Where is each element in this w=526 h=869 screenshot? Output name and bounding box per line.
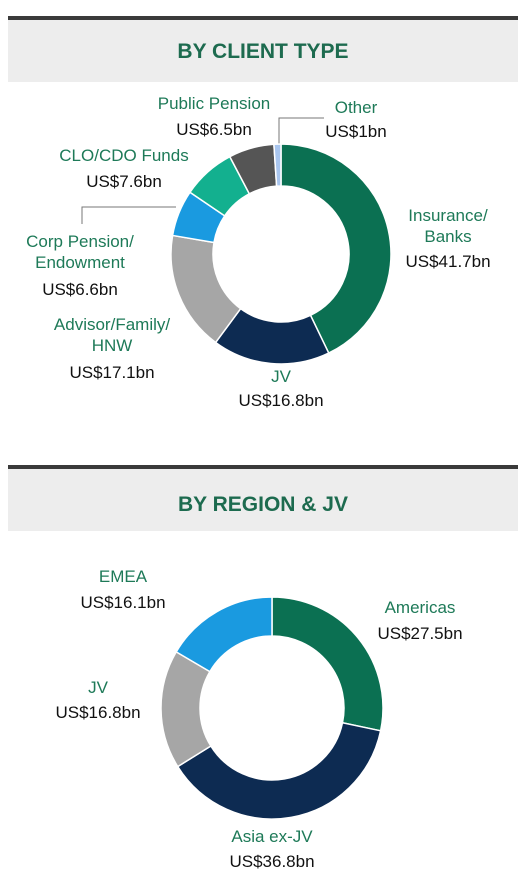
leader-line bbox=[278, 117, 324, 146]
slice-label: Insurance/ Banks bbox=[408, 206, 488, 246]
chart-title: BY CLIENT TYPE bbox=[177, 40, 348, 63]
slice-label: Americas bbox=[384, 598, 456, 617]
value-label: US$16.8bn bbox=[55, 703, 141, 722]
slice-label: Other bbox=[334, 98, 378, 117]
value-label: US$6.5bn bbox=[176, 120, 252, 139]
section-rule bbox=[8, 465, 518, 469]
chart-title: BY REGION & JV bbox=[178, 493, 348, 516]
value-label: US$41.7bn bbox=[405, 252, 491, 271]
value-label: US$36.8bn bbox=[229, 852, 315, 869]
section-rule bbox=[8, 16, 518, 20]
value-label: US$27.5bn bbox=[377, 624, 463, 643]
slice-label: JV bbox=[271, 367, 291, 386]
donut-slice bbox=[273, 143, 282, 187]
value-label: US$1bn bbox=[325, 122, 387, 141]
value-label: US$17.1bn bbox=[69, 363, 155, 382]
slice-label: JV bbox=[88, 678, 108, 697]
slice-label: EMEA bbox=[98, 567, 148, 586]
slice-label: Asia ex-JV bbox=[231, 827, 313, 846]
section-band bbox=[8, 469, 518, 531]
donut-slice bbox=[271, 596, 384, 732]
value-label: US$6.6bn bbox=[42, 280, 118, 299]
value-label: US$16.8bn bbox=[238, 391, 324, 410]
donut-slice bbox=[280, 143, 392, 355]
slice-label: Corp Pension/ Endowment bbox=[26, 232, 134, 272]
leader-line bbox=[81, 206, 176, 224]
donut-slice bbox=[176, 721, 382, 820]
value-label: US$16.1bn bbox=[80, 593, 166, 612]
donut-slice bbox=[175, 596, 273, 673]
slice-label: Advisor/Family/ HNW bbox=[53, 315, 171, 355]
donut-slice bbox=[160, 650, 212, 768]
section-band bbox=[8, 20, 518, 82]
value-label: US$7.6bn bbox=[86, 172, 162, 191]
slice-label: Public Pension bbox=[157, 94, 271, 113]
slice-label: CLO/CDO Funds bbox=[59, 146, 189, 165]
